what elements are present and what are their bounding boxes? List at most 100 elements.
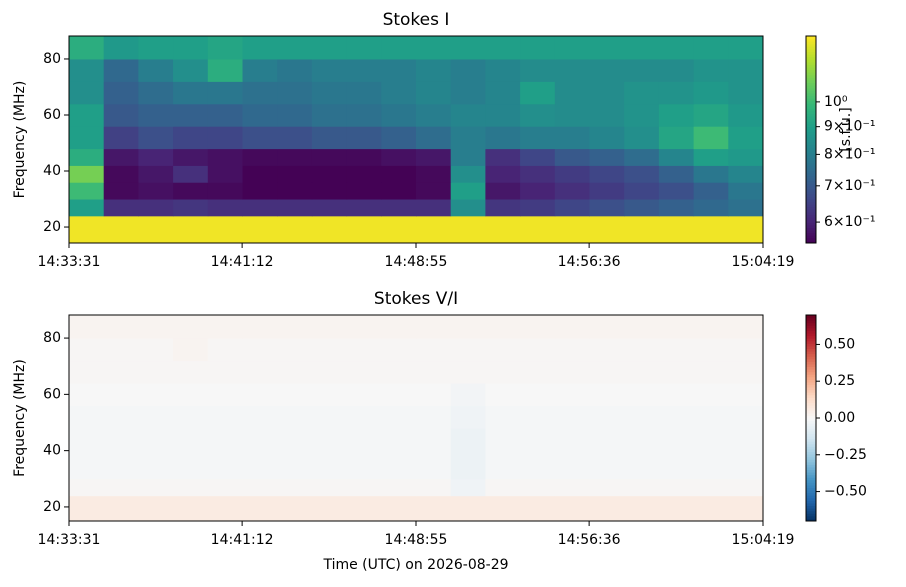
- colorbar-segment: [806, 394, 816, 398]
- heatmap-cell: [277, 428, 313, 446]
- heatmap-cell: [728, 165, 764, 183]
- heatmap-cell: [658, 405, 695, 429]
- colorbar-segment: [806, 170, 816, 174]
- colorbar-segment: [806, 361, 816, 365]
- heatmap-cell: [207, 461, 243, 480]
- heatmap-cell: [381, 126, 417, 150]
- heatmap-cell: [693, 445, 729, 463]
- heatmap-cell: [693, 495, 729, 522]
- colorbar-segment: [806, 353, 816, 357]
- heatmap-cell: [450, 383, 486, 407]
- heatmap-cell: [173, 428, 209, 446]
- heatmap-cell: [381, 461, 417, 480]
- colorbar-segment: [806, 191, 816, 195]
- heatmap-cell: [658, 495, 695, 522]
- colorbar-segment: [806, 418, 816, 422]
- colorbar-segment: [806, 366, 816, 370]
- colorbar-segment: [806, 425, 816, 429]
- heatmap-cell: [346, 58, 382, 82]
- heatmap-cell: [242, 215, 278, 244]
- heatmap-cell: [346, 81, 382, 105]
- heatmap-cell: [728, 461, 764, 480]
- colorbar-segment: [806, 92, 816, 97]
- heatmap-cell: [520, 315, 556, 339]
- colorbar-segment: [806, 36, 816, 40]
- x-tick-label: 15:04:19: [732, 532, 795, 548]
- colorbar-segment: [806, 142, 816, 146]
- heatmap-cell: [450, 165, 486, 183]
- colorbar-label: [s.f.u.]: [838, 107, 854, 151]
- colorbar-segment: [806, 155, 816, 159]
- heatmap-cell: [173, 182, 209, 200]
- heatmap-cell: [450, 360, 486, 384]
- colorbar-segment: [806, 446, 816, 450]
- heatmap-cell: [554, 199, 590, 217]
- heatmap-cell: [69, 405, 105, 429]
- heatmap-cell: [346, 148, 382, 166]
- colorbar-tick-label: −0.50: [824, 484, 867, 500]
- colorbar-segment: [806, 201, 816, 205]
- colorbar-segment: [806, 456, 816, 460]
- heatmap-cell: [624, 215, 660, 244]
- heatmap-cell: [277, 58, 313, 82]
- colorbar-segment: [806, 374, 816, 378]
- heatmap-cell: [554, 338, 590, 362]
- heatmap-cell: [69, 461, 105, 480]
- heatmap-cell: [69, 360, 105, 384]
- heatmap-cell: [658, 315, 695, 339]
- colorbar-segment: [806, 129, 816, 133]
- heatmap-cell: [485, 428, 521, 446]
- heatmap-cell: [693, 215, 729, 244]
- heatmap-cell: [589, 405, 625, 429]
- heatmap-cell: [311, 360, 348, 384]
- heatmap-cell: [69, 165, 105, 183]
- heatmap-cell: [138, 478, 174, 497]
- colorbar-segment: [806, 235, 816, 239]
- heatmap-cell: [138, 405, 174, 429]
- heatmap-cell: [311, 383, 348, 407]
- heatmap-cell: [277, 461, 313, 480]
- heatmap-cell: [173, 199, 209, 217]
- heatmap-cell: [138, 215, 174, 244]
- heatmap-cell: [103, 165, 139, 183]
- heatmap-cell: [728, 182, 764, 200]
- colorbar-segment: [806, 500, 816, 504]
- heatmap-cell: [103, 81, 139, 105]
- heatmap-cell: [520, 182, 556, 200]
- colorbar-segment: [806, 100, 816, 104]
- heatmap-cell: [554, 360, 590, 384]
- heatmap-cell: [207, 360, 243, 384]
- colorbar-segment: [806, 505, 816, 509]
- heatmap-cell: [450, 58, 486, 82]
- heatmap-cell: [242, 103, 278, 127]
- heatmap-cell: [277, 495, 313, 522]
- colorbar-segment: [806, 204, 816, 208]
- heatmap-cell: [485, 182, 521, 200]
- heatmap-cell: [207, 383, 243, 407]
- colorbar-tick-label: 8×10⁻¹: [824, 146, 875, 162]
- heatmap-cell: [624, 182, 660, 200]
- heatmap-cell: [207, 405, 243, 429]
- heatmap-cell: [277, 360, 313, 384]
- heatmap-cell: [658, 81, 695, 105]
- heatmap-cell: [450, 478, 486, 497]
- heatmap-cell: [311, 405, 348, 429]
- heatmap-cell: [311, 315, 348, 339]
- colorbar-segment: [806, 211, 816, 216]
- heatmap-cell: [346, 199, 382, 217]
- colorbar-segment: [806, 513, 816, 517]
- heatmap-cell: [589, 360, 625, 384]
- heatmap-cell: [311, 445, 348, 463]
- heatmap-cell: [485, 199, 521, 217]
- heatmap-cell: [311, 495, 348, 522]
- heatmap-cell: [242, 338, 278, 362]
- heatmap-cell: [103, 215, 139, 244]
- heatmap-cell: [103, 126, 139, 150]
- heatmap-cell: [277, 148, 313, 166]
- colorbar-segment: [806, 82, 816, 86]
- colorbar-segment: [806, 87, 816, 91]
- heatmap-cell: [277, 215, 313, 244]
- heatmap-cell: [103, 405, 139, 429]
- heatmap-cell: [658, 461, 695, 480]
- heatmap-cell: [450, 199, 486, 217]
